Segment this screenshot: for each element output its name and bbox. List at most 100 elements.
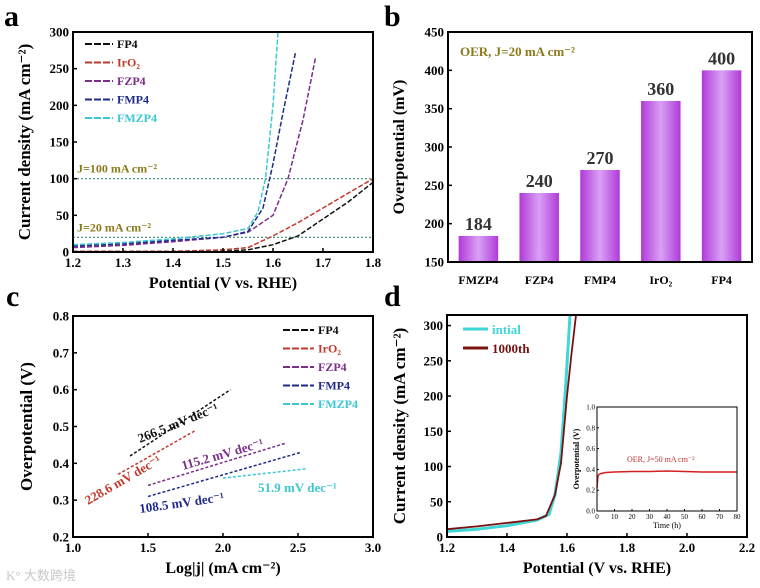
- inset-ytick-label: 1.0: [586, 404, 595, 412]
- bar-FMZP4: [458, 235, 499, 262]
- panel-d-xtick-label: 2.0: [679, 540, 695, 555]
- y-axis-title: Current density (mA cm⁻²): [15, 44, 34, 240]
- slope-label: 108.5 mV dec⁻¹: [138, 489, 225, 516]
- series-line-IrO₂: [73, 178, 374, 253]
- panel-d-xtick-label: 1.2: [439, 540, 455, 555]
- bar-FZP4: [519, 193, 559, 262]
- inset-x-axis-title: Time (h): [653, 521, 681, 530]
- series-line-FMZP4: [222, 468, 306, 479]
- inset-xtick-label: 80: [734, 513, 742, 521]
- legend-label: FMZP4: [117, 111, 157, 125]
- panel-a-ytick-label: 50: [56, 208, 69, 223]
- panel-a-ytick-label: 100: [50, 171, 70, 186]
- series-line-FMP4: [72, 52, 297, 247]
- panel-d-ytick-label: 250: [424, 353, 444, 368]
- inset-xtick-label: 20: [629, 513, 637, 521]
- x-category-label: FZP4: [525, 273, 554, 287]
- panel-b-ytick-label: 150: [425, 255, 445, 270]
- legend-label: IrO₂: [117, 56, 140, 70]
- panel-a-xtick-label: 1.8: [365, 255, 382, 270]
- bar-data-label: 270: [587, 148, 614, 168]
- y-axis-title: Current density (mA cm⁻²): [390, 328, 409, 524]
- panel-c-xtick-label: 2.0: [215, 540, 231, 555]
- slope-label: 266.5 mV dec⁻¹: [136, 400, 221, 446]
- x-category-label: IrO₂: [649, 273, 672, 287]
- panel-b: 184 FMZP4 240 FZP4 270 FMP4 360 IrO₂ 400 FP4 150 20…: [391, 25, 753, 287]
- legend-label: 1000th: [492, 341, 530, 356]
- panel-c-ytick-label: 0.5: [53, 419, 70, 434]
- panel-c-ytick-label: 0.2: [53, 530, 69, 545]
- x-category-label: FMP4: [584, 273, 616, 287]
- panel-c-xtick-label: 1.5: [140, 540, 157, 555]
- panel-a-xtick-label: 1.2: [65, 255, 81, 270]
- panel-letter-d: d: [384, 280, 401, 313]
- panel-b-ytick-label: 200: [425, 216, 445, 231]
- y-axis-title: Overpotential (mV): [391, 80, 408, 215]
- panel-letter-b: b: [384, 0, 401, 33]
- panel-a-ytick-label: 250: [50, 61, 70, 76]
- bar-FP4: [701, 70, 742, 262]
- panel-c-ytick-label: 0.7: [53, 345, 70, 360]
- inset-xtick-label: 30: [646, 513, 654, 521]
- panel-a-ytick-label: 300: [50, 25, 70, 40]
- series-line-FZP4: [72, 57, 317, 249]
- chart-annotation: OER, J=20 mA cm⁻²: [460, 44, 575, 59]
- slope-label: 115.2 mV dec⁻¹: [180, 435, 266, 473]
- x-axis-title: Potential (V vs. RHE): [149, 275, 297, 292]
- legend-label: intial: [492, 322, 521, 337]
- panel-letter-c: c: [6, 280, 19, 313]
- bar-data-label: 240: [526, 171, 553, 191]
- inset-ytick-label: 0.6: [586, 445, 595, 453]
- legend-label: FMP4: [318, 379, 350, 393]
- y-axis-title: Overpotential (V): [17, 362, 36, 491]
- panel-b-ytick-label: 300: [425, 140, 445, 155]
- series-line-FP4: [73, 181, 374, 253]
- panel-d-ytick-label: 100: [424, 459, 444, 474]
- panel-d-ytick-label: 150: [424, 424, 444, 439]
- panel-c-ytick-label: 0.8: [53, 309, 70, 324]
- panel-a-xtick-label: 1.7: [315, 255, 332, 270]
- panel-a-xtick-label: 1.6: [265, 255, 282, 270]
- legend-label: FMP4: [117, 93, 149, 107]
- panel-d-ytick-label: 300: [424, 318, 444, 333]
- panel-a: J=100 mA cm⁻² J=20 mA cm⁻² 1.2 1.3 1.4 1.5 1.6…: [15, 25, 382, 292]
- panel-a-xtick-label: 1.3: [115, 255, 132, 270]
- inset-chart: 0 10 20 30 40 50 60 70 80 0.0 0.2 0.4 0.6 0.8 1.0 Time …: [572, 404, 741, 531]
- legend-label: FP4: [117, 37, 138, 51]
- series-line-1000th: [446, 314, 577, 531]
- panel-d-ytick-label: 200: [424, 389, 444, 404]
- legend-label: FZP4: [117, 74, 146, 88]
- panel-c-xtick-label: 2.5: [290, 540, 307, 555]
- bar-data-label: 184: [465, 214, 492, 234]
- series-line-FZP4: [147, 442, 287, 487]
- inset-xtick-label: 60: [699, 513, 707, 521]
- slope-label: 51.9 mV dec⁻¹: [258, 480, 337, 495]
- panel-a-xtick-label: 1.4: [165, 255, 182, 270]
- inset-ytick-label: 0.0: [586, 508, 595, 516]
- reference-line-label: J=20 mA cm⁻²: [77, 220, 151, 234]
- panel-d-frame: [446, 314, 748, 538]
- x-axis-title: Potential (V vs. RHE): [523, 560, 671, 577]
- legend-label: IrO₂: [318, 342, 341, 356]
- panel-c-xtick-label: 3.0: [365, 540, 381, 555]
- panel-a-ytick-label: 150: [50, 135, 70, 150]
- panel-d-ytick-label: 0: [437, 530, 444, 545]
- x-axis-title: Log|j| (mA cm⁻²): [165, 560, 280, 577]
- panel-d-xtick-label: 1.4: [499, 540, 516, 555]
- panel-d: 1.2 1.4 1.6 1.8 2.0 2.2050100150200250300Pote…: [390, 314, 755, 577]
- watermark: K° 大数跨境: [6, 568, 76, 583]
- inset-annotation: OER, J=50 mA cm⁻²: [627, 455, 695, 464]
- panel-c-ytick-label: 0.3: [53, 493, 70, 508]
- inset-xtick-label: 40: [664, 513, 672, 521]
- inset-series-line: [596, 470, 737, 489]
- panel-a-ytick-label: 200: [50, 98, 70, 113]
- panel-c-ytick-label: 0.6: [53, 382, 70, 397]
- panel-b-ytick-label: 350: [425, 101, 445, 116]
- panel-letter-a: a: [4, 0, 19, 33]
- panel-b-ytick-label: 250: [425, 178, 445, 193]
- series-line-FMP4: [147, 451, 302, 498]
- panel-a-ytick-label: 0: [63, 245, 70, 260]
- series-line-intial: [446, 314, 572, 533]
